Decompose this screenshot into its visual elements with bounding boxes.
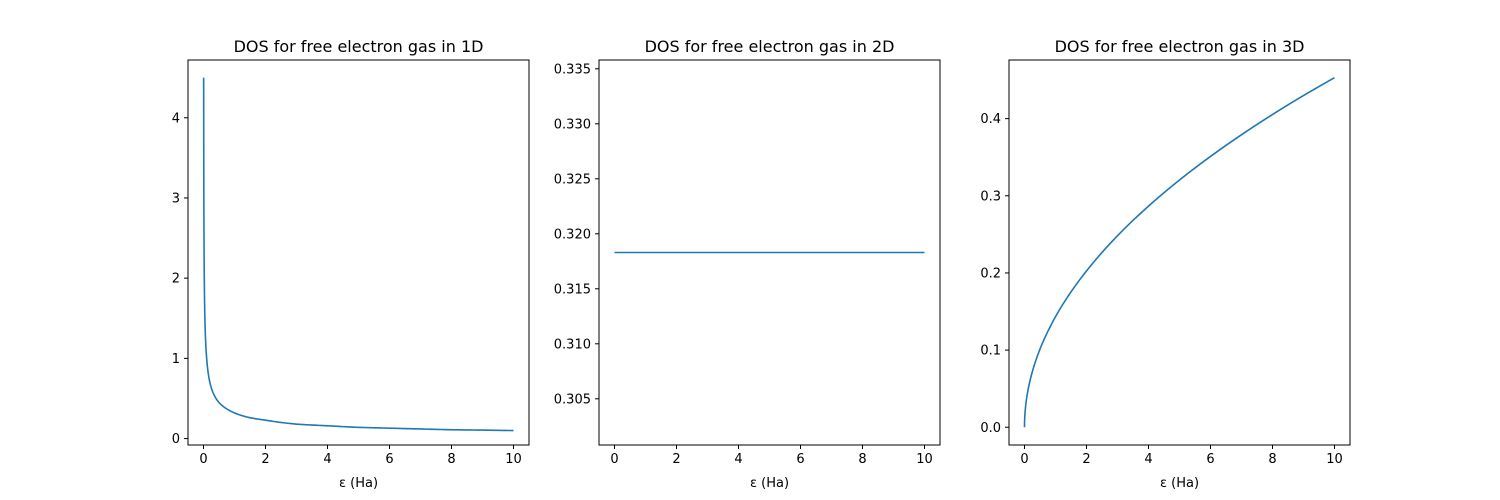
- x-tick-label: 0: [199, 452, 207, 467]
- x-tick-label: 8: [1268, 452, 1276, 467]
- x-axis-label: ε (Ha): [1160, 476, 1199, 491]
- y-tick-label: 0.305: [554, 392, 591, 407]
- x-tick-label: 4: [1144, 452, 1152, 467]
- chart-title: DOS for free electron gas in 1D: [234, 37, 484, 56]
- chart-title: DOS for free electron gas in 3D: [1055, 37, 1305, 56]
- x-tick-label: 2: [1082, 452, 1090, 467]
- x-tick-label: 10: [505, 452, 522, 467]
- x-tick-label: 10: [1326, 452, 1343, 467]
- y-tick-label: 0.1: [980, 344, 1001, 359]
- axes-frame: [187, 59, 530, 446]
- x-tick-label: 6: [1206, 452, 1214, 467]
- x-tick-label: 6: [385, 452, 393, 467]
- y-tick-label: 0.2: [980, 266, 1001, 281]
- y-tick-label: 0.325: [554, 172, 591, 187]
- panel-1d: DOS for free electron gas in 1D ε (Ha) 0…: [172, 37, 530, 491]
- x-tick-label: 0: [610, 452, 618, 467]
- x-tick-label: 10: [916, 452, 933, 467]
- chart-title: DOS for free electron gas in 2D: [645, 37, 895, 56]
- panel-2d: DOS for free electron gas in 2D ε (Ha) 0…: [554, 37, 941, 491]
- x-tick-label: 6: [796, 452, 804, 467]
- y-tick-label: 0.4: [980, 112, 1001, 127]
- x-axis-label: ε (Ha): [750, 476, 789, 491]
- axes-frame: [1008, 59, 1351, 446]
- y-tick-label: 0.0: [980, 421, 1001, 436]
- axes-frame: [598, 59, 941, 446]
- y-tick-label: 0.3: [980, 189, 1001, 204]
- x-tick-label: 4: [734, 452, 742, 467]
- x-tick-label: 2: [261, 452, 269, 467]
- x-tick-label: 2: [672, 452, 680, 467]
- x-tick-label: 4: [323, 452, 331, 467]
- y-tick-label: 0.330: [554, 117, 591, 132]
- y-tick-label: 0: [172, 432, 180, 447]
- y-tick-label: 0.310: [554, 337, 591, 352]
- x-tick-label: 0: [1020, 452, 1028, 467]
- x-tick-label: 8: [858, 452, 866, 467]
- series-line: [202, 77, 514, 432]
- x-axis-label: ε (Ha): [339, 476, 378, 491]
- y-tick-label: 0.315: [554, 282, 591, 297]
- y-tick-label: 1: [172, 352, 180, 367]
- y-tick-label: 2: [172, 272, 180, 287]
- y-tick-label: 3: [172, 191, 180, 206]
- y-tick-label: 4: [172, 111, 180, 126]
- panel-3d: DOS for free electron gas in 3D ε (Ha) 0…: [980, 37, 1351, 491]
- y-tick-label: 0.335: [554, 62, 591, 77]
- x-tick-label: 8: [447, 452, 455, 467]
- y-tick-label: 0.320: [554, 227, 591, 242]
- series-line: [1023, 76, 1335, 428]
